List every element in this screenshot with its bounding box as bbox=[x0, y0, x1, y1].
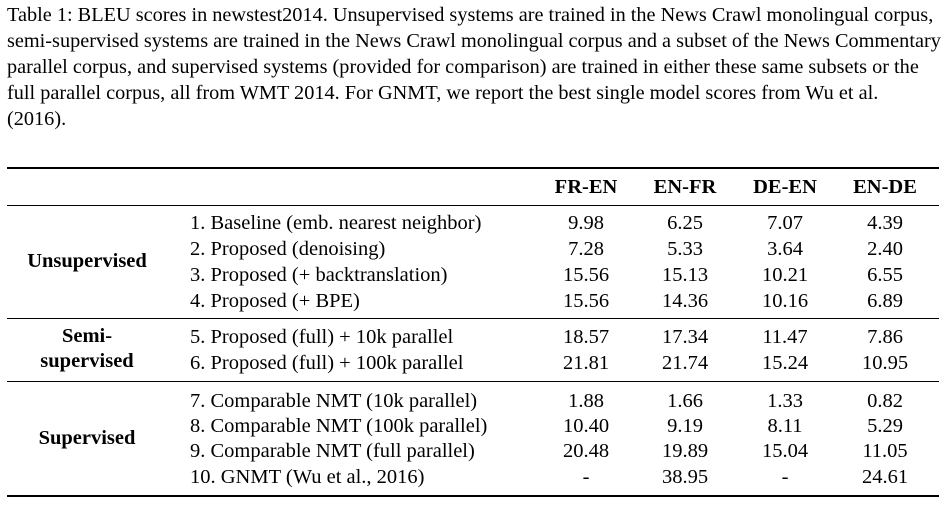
cell-en-de: 6.55 bbox=[867, 264, 903, 286]
cell-en-fr: 38.95 bbox=[661, 466, 709, 488]
group-label-line: Semi- bbox=[61, 325, 113, 347]
cell-en-de: 6.89 bbox=[867, 290, 903, 312]
cell-de-en: 10.16 bbox=[761, 290, 809, 312]
table-row: 8. Comparable NMT (100k parallel) 10.40 … bbox=[0, 413, 946, 439]
cell-de-en: 15.04 bbox=[761, 440, 809, 462]
table-row: 6. Proposed (full) + 100k parallel 21.81… bbox=[0, 350, 946, 376]
cell-fr-en: 15.56 bbox=[562, 290, 610, 312]
cell-en-fr: 19.89 bbox=[661, 440, 709, 462]
cell-fr-en: 21.81 bbox=[562, 352, 610, 374]
cell-en-fr: 1.66 bbox=[667, 390, 703, 412]
group-label-supervised: Supervised bbox=[38, 427, 136, 449]
column-header-fr-en: FR-EN bbox=[554, 176, 618, 198]
cell-de-en: 7.07 bbox=[767, 212, 803, 234]
row-label: 2. Proposed (denoising) bbox=[190, 238, 386, 260]
cell-en-de: 0.82 bbox=[867, 390, 903, 412]
group-label-unsupervised: Unsupervised bbox=[27, 250, 147, 272]
table-row: 3. Proposed (+ backtranslation) 15.56 15… bbox=[0, 262, 946, 288]
table-row: 7. Comparable NMT (10k parallel) 1.88 1.… bbox=[0, 388, 946, 414]
cell-fr-en: 20.48 bbox=[562, 440, 610, 462]
table-caption: Table 1: BLEU scores in newstest2014. Un… bbox=[7, 4, 941, 130]
table-row: 2. Proposed (denoising) 7.28 5.33 3.64 2… bbox=[0, 236, 946, 262]
top-rule bbox=[7, 167, 939, 169]
table-row: 1. Baseline (emb. nearest neighbor) 9.98… bbox=[0, 210, 946, 236]
cell-fr-en: 10.40 bbox=[562, 415, 610, 437]
cell-de-en: 3.64 bbox=[767, 238, 803, 260]
column-header-en-de: EN-DE bbox=[853, 176, 917, 198]
row-label: 8. Comparable NMT (100k parallel) bbox=[190, 415, 488, 437]
cell-de-en: 1.33 bbox=[767, 390, 803, 412]
group-label-line: supervised bbox=[40, 350, 134, 372]
cell-de-en: - bbox=[781, 466, 789, 488]
cell-en-fr: 21.74 bbox=[661, 352, 709, 374]
row-label: 1. Baseline (emb. nearest neighbor) bbox=[190, 212, 482, 234]
cell-fr-en: 9.98 bbox=[568, 212, 604, 234]
cell-en-de: 24.61 bbox=[861, 466, 909, 488]
table-row: 4. Proposed (+ BPE) 15.56 14.36 10.16 6.… bbox=[0, 288, 946, 314]
table-row: 5. Proposed (full) + 10k parallel 18.57 … bbox=[0, 324, 946, 350]
row-label: 10. GNMT (Wu et al., 2016) bbox=[190, 466, 425, 488]
group-rule bbox=[7, 318, 939, 319]
cell-en-fr: 9.19 bbox=[667, 415, 703, 437]
table-row: 10. GNMT (Wu et al., 2016) - 38.95 - 24.… bbox=[0, 464, 946, 490]
cell-en-de: 4.39 bbox=[867, 212, 903, 234]
group-rule bbox=[7, 381, 939, 382]
cell-fr-en: 18.57 bbox=[562, 326, 610, 348]
cell-fr-en: - bbox=[582, 466, 590, 488]
cell-de-en: 15.24 bbox=[761, 352, 809, 374]
cell-en-fr: 17.34 bbox=[661, 326, 709, 348]
cell-en-de: 7.86 bbox=[867, 326, 903, 348]
row-label: 3. Proposed (+ backtranslation) bbox=[190, 264, 448, 286]
row-label: 5. Proposed (full) + 10k parallel bbox=[190, 326, 454, 348]
cell-fr-en: 1.88 bbox=[568, 390, 604, 412]
cell-en-fr: 6.25 bbox=[667, 212, 703, 234]
group-label-semi-supervised: Semi- supervised bbox=[7, 324, 167, 374]
cell-de-en: 8.11 bbox=[767, 415, 803, 437]
bottom-rule bbox=[7, 495, 939, 497]
column-header-de-en: DE-EN bbox=[753, 176, 817, 198]
cell-fr-en: 15.56 bbox=[562, 264, 610, 286]
row-label: 6. Proposed (full) + 100k parallel bbox=[190, 352, 464, 374]
column-header-en-fr: EN-FR bbox=[653, 176, 717, 198]
cell-en-de: 5.29 bbox=[867, 415, 903, 437]
row-label: 9. Comparable NMT (full parallel) bbox=[190, 440, 475, 462]
cell-de-en: 10.21 bbox=[761, 264, 809, 286]
header-rule bbox=[7, 205, 939, 206]
cell-en-fr: 15.13 bbox=[661, 264, 709, 286]
cell-fr-en: 7.28 bbox=[568, 238, 604, 260]
cell-de-en: 11.47 bbox=[762, 326, 808, 348]
cell-en-de: 11.05 bbox=[862, 440, 908, 462]
cell-en-de: 10.95 bbox=[861, 352, 909, 374]
cell-en-fr: 14.36 bbox=[661, 290, 709, 312]
table-row: 9. Comparable NMT (full parallel) 20.48 … bbox=[0, 438, 946, 464]
cell-en-fr: 5.33 bbox=[667, 238, 703, 260]
row-label: 4. Proposed (+ BPE) bbox=[190, 290, 360, 312]
row-label: 7. Comparable NMT (10k parallel) bbox=[190, 390, 478, 412]
cell-en-de: 2.40 bbox=[867, 238, 903, 260]
